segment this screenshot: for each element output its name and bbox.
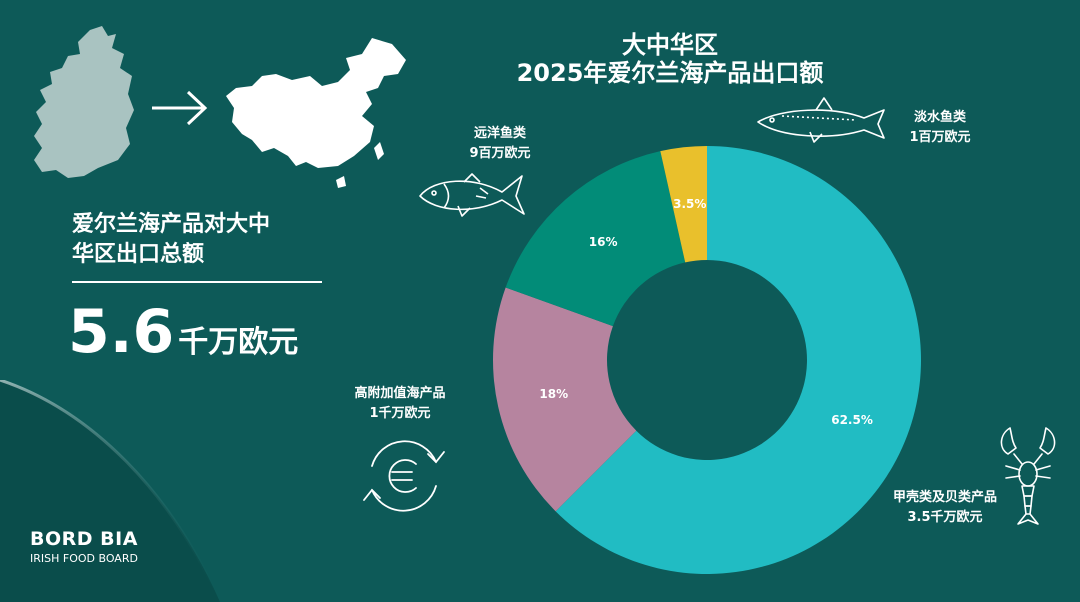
callout-amount-freshwater-fish: 1百万欧元 bbox=[909, 130, 971, 145]
donut-slice-ocean-fish bbox=[505, 151, 686, 327]
arrow-right-icon bbox=[152, 90, 208, 126]
brand-name: BORD BIA bbox=[30, 528, 138, 550]
callout-amount-ocean-fish: 9百万欧元 bbox=[469, 146, 531, 161]
china-map-icon bbox=[226, 38, 406, 188]
callout-amount-shellfish: 3.5千万欧元 bbox=[907, 510, 983, 525]
ireland-map-icon bbox=[34, 26, 134, 178]
chart-subtitle: 2025年爱尔兰海产品出口额 bbox=[516, 59, 824, 87]
fish-icon bbox=[419, 173, 525, 217]
donut-label-value-added: 18% bbox=[539, 387, 568, 401]
chart-title: 大中华区 bbox=[622, 31, 718, 59]
callout-amount-value-added: 1千万欧元 bbox=[369, 406, 431, 421]
callout-label-freshwater-fish: 淡水鱼类 bbox=[913, 110, 966, 125]
donut-slice-freshwater-fish bbox=[660, 146, 707, 263]
callout-label-ocean-fish: 远洋鱼类 bbox=[473, 126, 526, 141]
euro-cycle-icon bbox=[363, 440, 445, 512]
summary-value-unit: 千万欧元 bbox=[178, 325, 299, 360]
summary-divider bbox=[72, 281, 322, 283]
salmon-icon bbox=[757, 97, 885, 143]
donut-label-ocean-fish: 16% bbox=[589, 235, 618, 249]
callout-label-value-added: 高附加值海产品 bbox=[354, 386, 446, 401]
donut-slice-shellfish bbox=[555, 146, 922, 575]
callout-label-shellfish: 甲壳类及贝类产品 bbox=[892, 490, 997, 505]
decorative-swoosh bbox=[0, 380, 222, 602]
donut-slice-value-added bbox=[493, 287, 637, 512]
lobster-icon bbox=[1000, 427, 1056, 525]
donut-label-shellfish: 62.5% bbox=[831, 413, 873, 427]
summary-label-line1: 爱尔兰海产品对大中 bbox=[72, 212, 271, 237]
brand-tagline: IRISH FOOD BOARD bbox=[30, 552, 138, 565]
summary-label-line2: 华区出口总额 bbox=[72, 242, 205, 267]
summary-value: 5.6 千万欧元 bbox=[68, 292, 298, 372]
summary-value-number: 5.6 bbox=[68, 297, 175, 367]
donut-label-freshwater-fish: 3.5% bbox=[673, 197, 706, 211]
